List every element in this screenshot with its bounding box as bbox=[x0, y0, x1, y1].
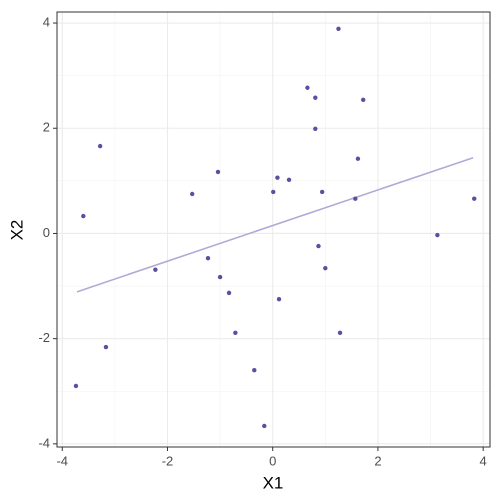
y-tick-label: -4 bbox=[38, 435, 50, 450]
point bbox=[323, 265, 328, 271]
point bbox=[305, 85, 310, 90]
point bbox=[190, 191, 195, 197]
y-tick-label: 2 bbox=[43, 120, 50, 135]
point bbox=[275, 175, 280, 180]
y-axis-title: X2 bbox=[7, 220, 26, 241]
point bbox=[319, 189, 325, 195]
point bbox=[81, 213, 86, 219]
point bbox=[472, 196, 477, 201]
point bbox=[355, 156, 361, 161]
x-tick-label: 0 bbox=[269, 453, 276, 468]
y-tick-label: -2 bbox=[38, 330, 50, 345]
point bbox=[97, 143, 103, 149]
point bbox=[215, 169, 221, 175]
point bbox=[316, 243, 321, 249]
point bbox=[313, 126, 318, 131]
point bbox=[336, 26, 341, 32]
panel-border bbox=[56, 11, 491, 448]
y-tick-label: 4 bbox=[43, 14, 50, 29]
x-tick-label: 4 bbox=[480, 453, 487, 468]
point bbox=[286, 177, 292, 182]
point bbox=[353, 196, 358, 201]
point bbox=[226, 290, 232, 296]
x-tick-label: -4 bbox=[56, 453, 68, 468]
point bbox=[153, 267, 158, 272]
point bbox=[233, 330, 238, 336]
x-tick-label: -2 bbox=[162, 453, 174, 468]
fit-line bbox=[76, 156, 474, 293]
point bbox=[337, 330, 343, 336]
point bbox=[262, 423, 267, 429]
x-axis-title: X1 bbox=[263, 473, 284, 492]
x-tick-label: 2 bbox=[374, 453, 381, 468]
point bbox=[103, 344, 109, 350]
point bbox=[205, 255, 211, 261]
point bbox=[435, 232, 440, 238]
point bbox=[313, 95, 318, 100]
panel bbox=[57, 12, 490, 447]
point bbox=[276, 296, 282, 302]
point bbox=[271, 189, 276, 195]
point bbox=[252, 368, 257, 373]
point bbox=[361, 97, 366, 103]
y-tick-label: 0 bbox=[43, 225, 50, 240]
point bbox=[217, 274, 223, 280]
point bbox=[73, 383, 79, 389]
